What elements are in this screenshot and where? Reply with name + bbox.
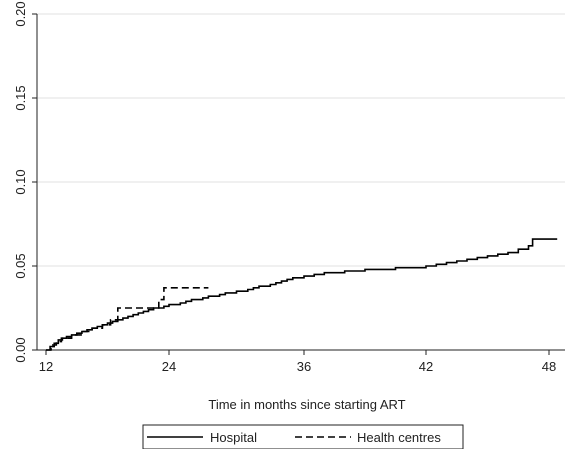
tick-labels: 12 24 36 42 48 0.00 0.05 0.10 0.15 0.20	[13, 1, 556, 374]
series-line-hospital	[46, 238, 558, 351]
x-axis-title: Time in months since starting ART	[208, 397, 405, 412]
legend: Hospital Health centres	[142, 424, 464, 449]
y-tick-label: 0.05	[13, 253, 28, 278]
y-tick-label: 0.00	[13, 337, 28, 362]
y-tick-label: 0.15	[13, 85, 28, 110]
y-tick-label: 0.20	[13, 1, 28, 26]
gridlines	[37, 13, 565, 267]
axes	[32, 13, 565, 355]
x-tick-label: 24	[162, 359, 176, 374]
x-tick-label: 42	[419, 359, 433, 374]
x-tick-label: 36	[297, 359, 311, 374]
legend-label: Health centres	[357, 430, 441, 445]
x-tick-label: 48	[542, 359, 556, 374]
y-tick-label: 0.10	[13, 169, 28, 194]
series-lines	[46, 238, 558, 351]
x-tick-label: 12	[39, 359, 53, 374]
legend-label: Hospital	[210, 430, 257, 445]
